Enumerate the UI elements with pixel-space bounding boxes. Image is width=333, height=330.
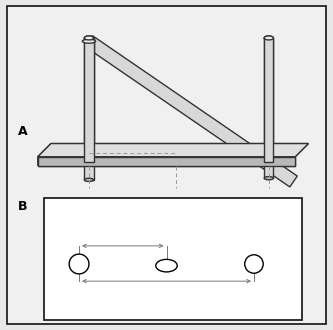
Bar: [264, 38, 273, 178]
Ellipse shape: [82, 39, 96, 43]
Ellipse shape: [84, 178, 94, 182]
Bar: [264, 38, 273, 162]
Polygon shape: [85, 36, 297, 187]
FancyBboxPatch shape: [7, 6, 326, 324]
Ellipse shape: [264, 177, 273, 180]
Polygon shape: [38, 144, 51, 166]
Ellipse shape: [69, 254, 89, 274]
Polygon shape: [38, 144, 308, 157]
Polygon shape: [38, 144, 308, 157]
Ellipse shape: [84, 36, 94, 40]
Bar: [84, 38, 94, 162]
Ellipse shape: [84, 36, 94, 40]
Ellipse shape: [264, 36, 273, 40]
FancyBboxPatch shape: [44, 198, 302, 320]
Ellipse shape: [245, 255, 263, 273]
Text: A: A: [18, 125, 28, 138]
Polygon shape: [38, 157, 295, 166]
Ellipse shape: [264, 36, 273, 40]
Ellipse shape: [156, 259, 177, 272]
Text: B: B: [18, 200, 28, 213]
Polygon shape: [38, 157, 295, 166]
Bar: [84, 38, 94, 180]
